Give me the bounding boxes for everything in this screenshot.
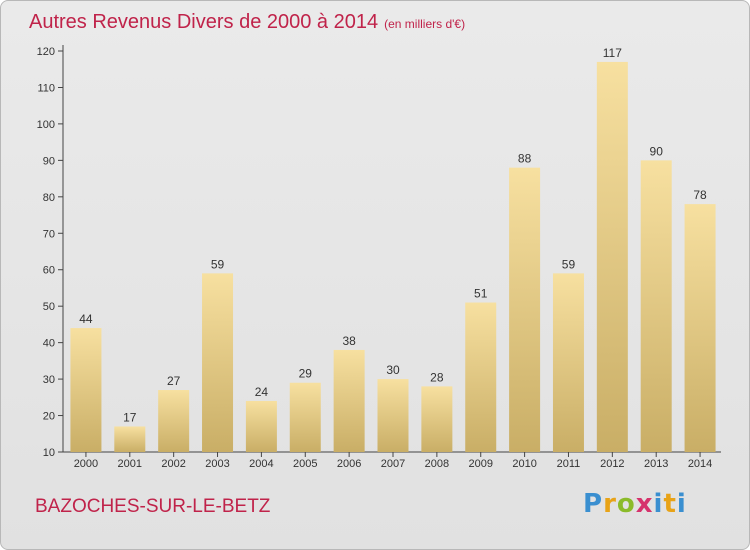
bar-value-label: 17 — [123, 410, 137, 424]
bar-value-label: 30 — [386, 363, 400, 377]
bar-value-label: 90 — [650, 144, 664, 158]
x-tick-label: 2002 — [161, 458, 185, 470]
bar-value-label: 59 — [562, 257, 576, 271]
x-tick-label: 2005 — [293, 458, 317, 470]
bar — [158, 390, 190, 452]
y-tick-label: 60 — [43, 265, 55, 277]
y-tick-label: 10 — [43, 447, 55, 459]
y-tick-label: 50 — [43, 301, 55, 313]
bar — [421, 386, 453, 452]
x-tick-label: 2007 — [381, 458, 405, 470]
bar-value-label: 27 — [167, 374, 181, 388]
bar-value-label: 29 — [299, 367, 313, 381]
y-tick-label: 80 — [43, 192, 55, 204]
bar-value-label: 44 — [79, 312, 93, 326]
bar-value-label: 28 — [430, 370, 444, 384]
bar-value-label: 24 — [255, 385, 269, 399]
y-tick-label: 40 — [43, 338, 55, 350]
bar — [465, 302, 497, 452]
bar — [114, 426, 146, 452]
bar — [70, 328, 102, 452]
bar — [333, 349, 365, 452]
x-tick-label: 2006 — [337, 458, 361, 470]
y-tick-label: 20 — [43, 411, 55, 423]
place-name: BAZOCHES-SUR-LE-BETZ — [35, 496, 271, 517]
bar-value-label: 117 — [603, 46, 622, 60]
x-tick-label: 2001 — [118, 458, 142, 470]
x-tick-label: 2008 — [425, 458, 449, 470]
chart-subtitle: (en milliers d'€) — [384, 17, 466, 31]
x-tick-label: 2000 — [74, 458, 98, 470]
x-tick-label: 2004 — [249, 458, 273, 470]
y-tick-label: 30 — [43, 374, 55, 386]
bar — [596, 61, 628, 452]
bar-value-label: 88 — [518, 152, 532, 166]
chart-title-text: Autres Revenus Divers de 2000 à 2014 — [29, 11, 379, 33]
bar — [640, 160, 672, 452]
y-tick-label: 100 — [37, 119, 55, 131]
bar-value-label: 59 — [211, 257, 225, 271]
bar — [377, 379, 409, 452]
bar — [289, 382, 321, 452]
bar — [202, 273, 234, 452]
x-tick-label: 2013 — [644, 458, 668, 470]
x-tick-label: 2014 — [688, 458, 712, 470]
y-tick-label: 110 — [37, 82, 55, 94]
bar — [684, 204, 716, 452]
x-tick-label: 2003 — [205, 458, 229, 470]
bar — [552, 273, 584, 452]
x-tick-label: 2012 — [600, 458, 624, 470]
bar-value-label: 78 — [693, 188, 707, 202]
bar — [509, 167, 541, 452]
bar — [245, 400, 277, 452]
y-tick-label: 90 — [43, 155, 55, 167]
x-tick-label: 2010 — [512, 458, 536, 470]
bar-value-label: 38 — [342, 334, 356, 348]
proxiti-logo: Proxiti — [583, 489, 687, 519]
x-tick-label: 2011 — [557, 458, 581, 470]
x-tick-label: 2009 — [468, 458, 492, 470]
chart-title: Autres Revenus Divers de 2000 à 2014 (en … — [29, 11, 465, 34]
bar-value-label: 51 — [474, 287, 488, 301]
y-tick-label: 120 — [37, 46, 55, 58]
y-tick-label: 70 — [43, 228, 55, 240]
